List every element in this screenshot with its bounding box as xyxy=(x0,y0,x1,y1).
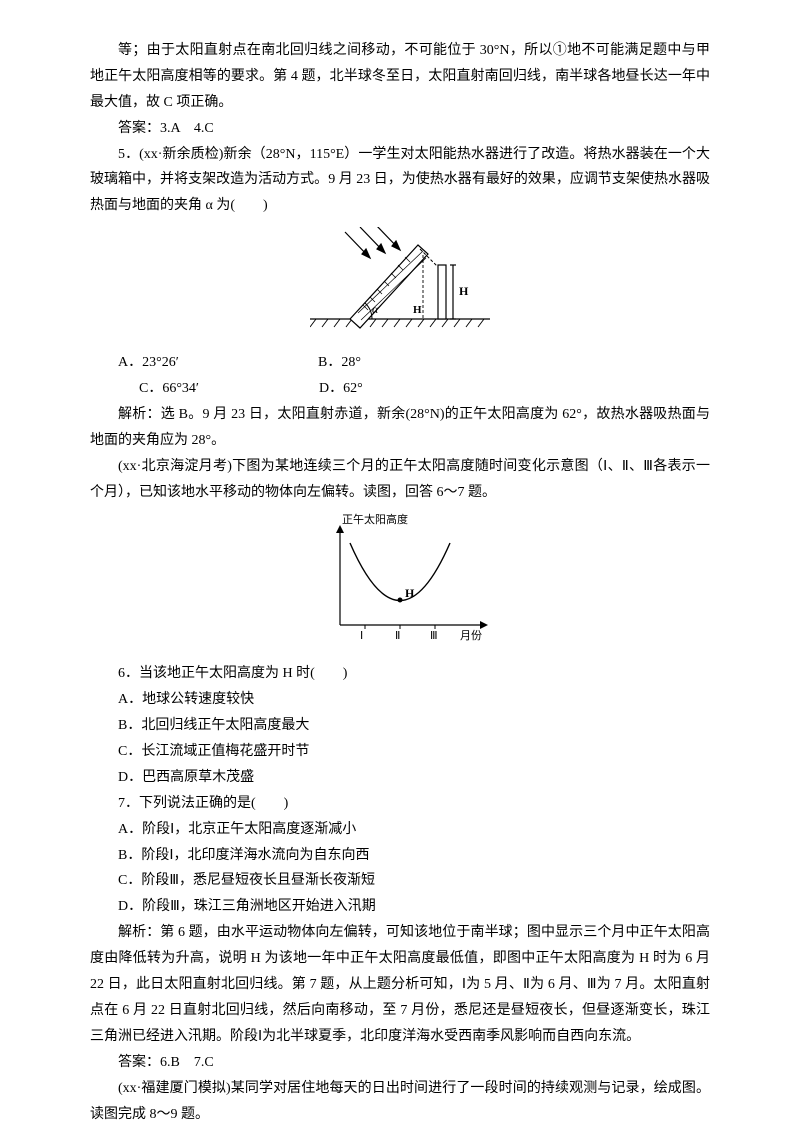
altitude-chart-svg: 正午太阳高度 H Ⅰ Ⅱ Ⅲ 月份 xyxy=(300,513,500,643)
q5-opt-a: A．23°26′ xyxy=(118,350,318,376)
q5-options-row2: C．66°34′ D．62° xyxy=(90,376,710,402)
explain-67: 解析：第 6 题，由水平运动物体向左偏转，可知该地位于南半球；图中显示三个月中正… xyxy=(90,920,710,1049)
alpha-label: α xyxy=(372,302,379,316)
q7-stem: 7．下列说法正确的是( ) xyxy=(90,791,710,817)
q5-opt-d: D．62° xyxy=(319,376,363,402)
q7-opt-d: D．阶段Ⅲ，珠江三角洲地区开始进入汛期 xyxy=(90,894,710,920)
q6-opt-c: C．长江流域正值梅花盛开时节 xyxy=(90,739,710,765)
solar-heater-svg: H H α xyxy=(310,227,490,332)
chart-h-label: H xyxy=(405,586,415,600)
q5-options-row1: A．23°26′ B．28° xyxy=(90,350,710,376)
answer-3-4: 答案：3.A 4.C xyxy=(90,116,710,142)
intro-paragraph: 等；由于太阳直射点在南北回归线之间移动，不可能位于 30°N，所以①地不可能满足… xyxy=(90,38,710,116)
q5-stem: 5．(xx·新余质检)新余（28°N，115°E）一学生对太阳能热水器进行了改造… xyxy=(90,142,710,220)
h-label-inner: H xyxy=(413,304,422,316)
q89-intro: (xx·福建厦门模拟)某同学对居住地每天的日出时间进行了一段时间的持续观测与记录… xyxy=(90,1076,710,1128)
q67-intro: (xx·北京海淀月考)下图为某地连续三个月的正午太阳高度随时间变化示意图（Ⅰ、Ⅱ… xyxy=(90,454,710,506)
q5-opt-b: B．28° xyxy=(318,350,361,376)
chart-ylabel: 正午太阳高度 xyxy=(342,513,408,526)
q6-opt-a: A．地球公转速度较快 xyxy=(90,687,710,713)
q5-opt-c: C．66°34′ xyxy=(139,376,319,402)
chart-x1: Ⅰ xyxy=(360,630,363,642)
chart-xlabel: 月份 xyxy=(460,629,482,642)
chart-x3: Ⅲ xyxy=(430,630,438,642)
h-label-1: H xyxy=(459,284,469,298)
q5-explain: 解析：选 B。9 月 23 日，太阳直射赤道，新余(28°N)的正午太阳高度为 … xyxy=(90,402,710,454)
q6-stem: 6．当该地正午太阳高度为 H 时( ) xyxy=(90,661,710,687)
answer-67: 答案：6.B 7.C xyxy=(90,1050,710,1076)
q6-opt-d: D．巴西高原草木茂盛 xyxy=(90,765,710,791)
q7-opt-b: B．阶段Ⅰ，北印度洋海水流向为自东向西 xyxy=(90,843,710,869)
q7-opt-c: C．阶段Ⅲ，悉尼昼短夜长且昼渐长夜渐短 xyxy=(90,868,710,894)
q6-opt-b: B．北回归线正午太阳高度最大 xyxy=(90,713,710,739)
figure-noon-altitude-chart: 正午太阳高度 H Ⅰ Ⅱ Ⅲ 月份 xyxy=(90,513,710,653)
chart-x2: Ⅱ xyxy=(395,630,400,642)
figure-solar-heater: H H α xyxy=(90,227,710,342)
q7-opt-a: A．阶段Ⅰ，北京正午太阳高度逐渐减小 xyxy=(90,817,710,843)
